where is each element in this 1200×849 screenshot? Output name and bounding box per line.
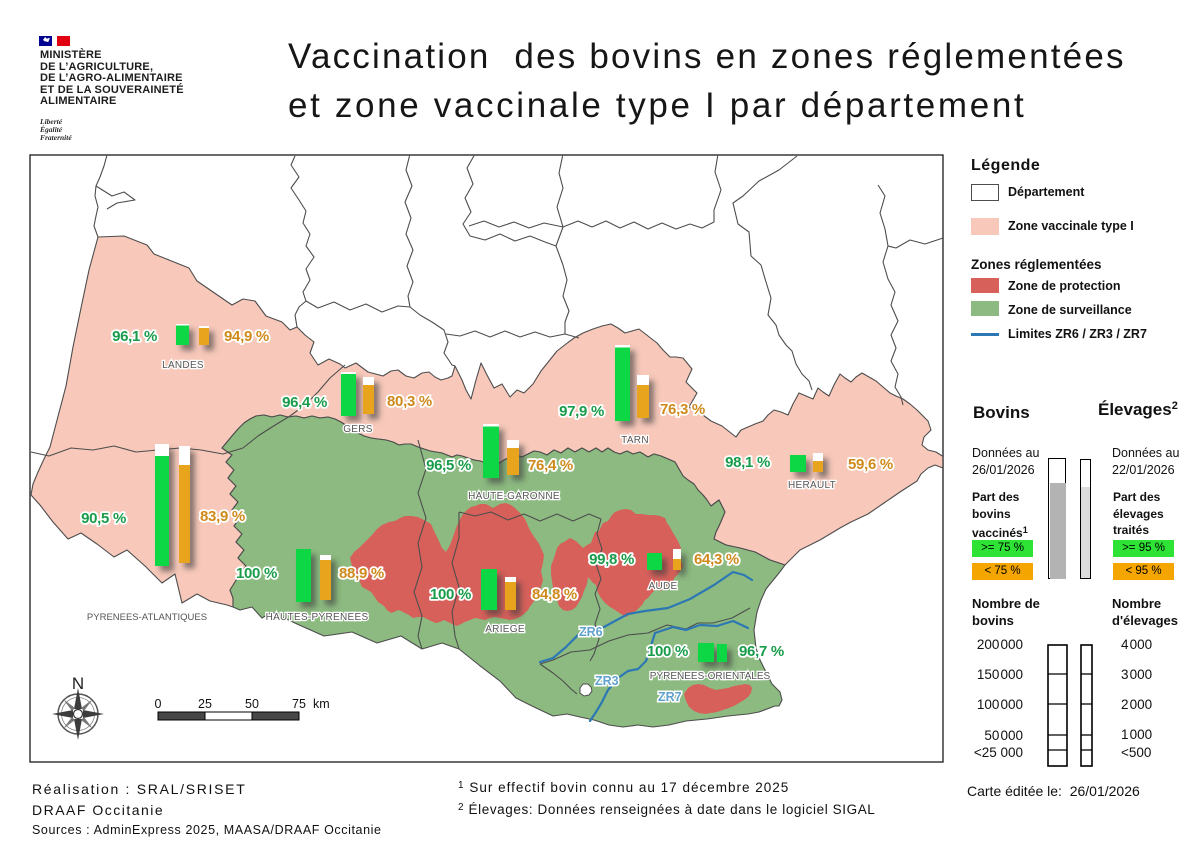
svg-text:100 %: 100 % <box>236 565 277 582</box>
svg-text:80,3 %: 80,3 % <box>387 393 432 410</box>
svg-text:ZR6: ZR6 <box>579 625 603 639</box>
svg-text:88,9 %: 88,9 % <box>339 565 384 582</box>
svg-text:100 %: 100 % <box>430 586 471 603</box>
svg-text:ZR3: ZR3 <box>595 674 619 688</box>
svg-text:96,5 %: 96,5 % <box>426 457 471 474</box>
svg-text:25: 25 <box>198 697 212 711</box>
svg-text:99,8 %: 99,8 % <box>589 551 634 568</box>
svg-text:AUDE: AUDE <box>649 581 678 592</box>
svg-text:96,4 %: 96,4 % <box>282 394 327 411</box>
svg-text:97,9 %: 97,9 % <box>559 403 604 420</box>
svg-text:98,1 %: 98,1 % <box>725 454 770 471</box>
svg-text:96,7 %: 96,7 % <box>739 643 784 660</box>
svg-text:LANDES: LANDES <box>162 360 204 371</box>
svg-text:PYRENEES-ORIENTALES: PYRENEES-ORIENTALES <box>650 671 771 682</box>
svg-text:HAUTES-PYRENEES: HAUTES-PYRENEES <box>266 612 369 623</box>
svg-text:59,6 %: 59,6 % <box>848 456 893 473</box>
svg-text:75: 75 <box>292 697 306 711</box>
svg-text:76,4 %: 76,4 % <box>528 457 573 474</box>
svg-text:ZR7: ZR7 <box>658 690 682 704</box>
svg-text:N: N <box>72 674 84 693</box>
svg-text:96,1 %: 96,1 % <box>112 328 157 345</box>
svg-text:84,8 %: 84,8 % <box>532 586 577 603</box>
svg-text:94,9 %: 94,9 % <box>224 328 269 345</box>
svg-text:HAUTE-GARONNE: HAUTE-GARONNE <box>468 491 560 502</box>
svg-text:km: km <box>313 697 330 711</box>
svg-text:90,5 %: 90,5 % <box>81 510 126 527</box>
svg-text:50: 50 <box>245 697 259 711</box>
svg-text:HERAULT: HERAULT <box>788 480 836 491</box>
svg-text:GERS: GERS <box>343 424 373 435</box>
svg-text:PYRENEES-ATLANTIQUES: PYRENEES-ATLANTIQUES <box>87 612 207 623</box>
svg-text:100 %: 100 % <box>647 643 688 660</box>
svg-text:ARIEGE: ARIEGE <box>485 624 525 635</box>
svg-text:76,3 %: 76,3 % <box>660 401 705 418</box>
svg-text:83,9 %: 83,9 % <box>200 508 245 525</box>
svg-text:0: 0 <box>155 697 162 711</box>
svg-text:64,3 %: 64,3 % <box>694 551 739 568</box>
svg-text:TARN: TARN <box>621 435 649 446</box>
